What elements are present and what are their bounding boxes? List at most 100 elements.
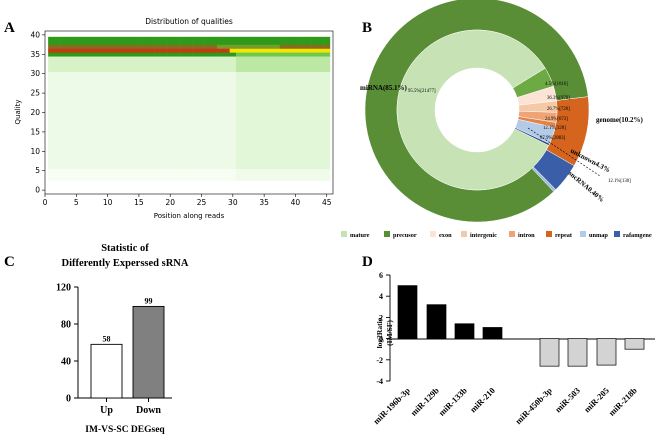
heatmap-cell — [104, 141, 112, 146]
heatmap-cell — [110, 60, 118, 65]
heatmap-cell — [91, 63, 99, 69]
heatmap-cell — [66, 161, 74, 166]
heatmap-cell — [217, 75, 224, 80]
legend-label: unmap — [589, 232, 608, 239]
heatmap-cell — [273, 40, 281, 45]
heatmap-cell — [135, 40, 143, 45]
heatmap-cell — [160, 133, 168, 139]
heatmap-cell — [248, 157, 256, 162]
heatmap-cell — [79, 122, 86, 127]
heatmap-cell — [167, 133, 174, 139]
heatmap-cell — [135, 145, 143, 150]
heatmap-cell — [235, 118, 243, 123]
heatmap-cell — [229, 40, 237, 45]
heatmap-cell — [198, 122, 205, 127]
heatmap-cell — [48, 141, 55, 146]
heatmap-cell — [60, 48, 68, 53]
heatmap-cell — [292, 40, 299, 45]
heatmap-cell — [129, 141, 137, 146]
heatmap-cell — [73, 52, 80, 57]
heatmap-cell — [54, 56, 61, 61]
heatmap-cell — [286, 129, 293, 135]
heatmap-cell — [204, 48, 212, 53]
heatmap-cell — [73, 60, 80, 65]
legend-swatch — [430, 231, 436, 237]
inner-label-intron: 24.9%[673] — [545, 117, 568, 122]
heatmap-cell — [48, 118, 55, 123]
heatmap-cell — [210, 137, 218, 142]
heatmap-cell — [242, 87, 249, 92]
heatmap-cell — [229, 63, 237, 69]
heatmap-cell — [60, 40, 68, 45]
heatmap-cell — [292, 153, 299, 158]
heatmap-cell — [179, 95, 187, 100]
heatmap-cell — [167, 164, 174, 170]
heatmap-cell — [254, 145, 262, 150]
heatmap-cell — [66, 60, 74, 65]
heatmap-cell — [248, 114, 256, 119]
heatmap-cell — [117, 168, 124, 173]
heatmap-cell — [79, 133, 86, 139]
heatmap-cell — [273, 44, 281, 49]
heatmap-cell — [279, 133, 287, 139]
heatmap-cell — [298, 161, 306, 166]
heatmap-cell — [292, 126, 299, 131]
leader-line-sncrna — [527, 127, 601, 177]
heatmap-cell — [110, 106, 118, 111]
heatmap-cell — [91, 176, 99, 181]
heatmap-cell — [248, 137, 256, 142]
heatmap-cell — [210, 79, 218, 84]
heatmap-cell — [91, 83, 99, 88]
heatmap-cell — [73, 91, 80, 96]
heatmap-cell — [60, 110, 68, 115]
heatmap-cell — [148, 91, 155, 96]
heatmap-cell — [267, 56, 274, 61]
heatmap-cell — [217, 149, 224, 154]
heatmap-cell — [48, 172, 55, 177]
heatmap-cell — [204, 118, 212, 123]
heatmap-cell — [60, 118, 68, 123]
heatmap-cell — [167, 91, 174, 96]
heatmap-cell — [279, 52, 287, 57]
heatmap-cell — [311, 149, 318, 154]
heatmap-cell — [217, 95, 224, 100]
heatmap-cell — [248, 133, 256, 139]
heatmap-cell — [167, 141, 174, 146]
heatmap-cell — [91, 172, 99, 177]
heatmap-cell — [79, 75, 86, 80]
heatmap-cell — [235, 63, 243, 69]
heatmap-cell — [198, 110, 205, 115]
heatmap-cell — [242, 122, 249, 127]
heatmap-cell — [185, 87, 193, 92]
heatmap-x-tick-label: 10 — [103, 198, 113, 207]
heatmap-cell — [142, 44, 149, 49]
heatmap-cell — [66, 172, 74, 177]
heatmap-cell — [223, 164, 230, 170]
heatmap-cell — [154, 79, 162, 84]
heatmap-cell — [179, 71, 187, 76]
heatmap-cell — [148, 60, 155, 65]
heatmap-cell — [85, 129, 93, 135]
heatmap-cell — [254, 63, 262, 69]
heatmap-cell — [223, 129, 230, 135]
heatmap-cell — [179, 67, 187, 73]
heatmap-cell — [311, 153, 318, 158]
heatmap-cell — [129, 168, 137, 173]
heatmap-cell — [229, 98, 237, 104]
heatmap-cell — [110, 164, 118, 170]
heatmap-cell — [148, 133, 155, 139]
heatmap-cell — [298, 87, 306, 92]
heatmap-cell — [142, 36, 149, 41]
heatmap-cell — [173, 36, 180, 41]
heatmap-cell — [242, 149, 249, 154]
heatmap-cell — [73, 157, 80, 162]
heatmap-cell — [85, 75, 93, 80]
heatmap-cell — [148, 176, 155, 181]
heatmap-cell — [66, 114, 74, 119]
heatmap-cell — [254, 129, 262, 135]
heatmap-cell — [129, 98, 137, 104]
heatmap-cell — [73, 44, 80, 49]
heatmap-cell — [304, 149, 312, 154]
heatmap-cell — [91, 56, 99, 61]
heatmap-cell — [235, 87, 243, 92]
